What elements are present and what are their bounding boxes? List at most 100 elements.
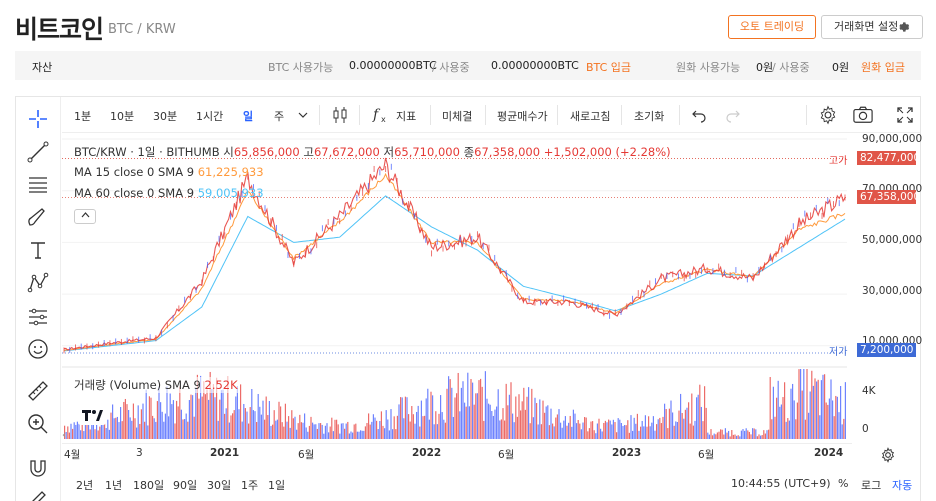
tradingview-logo-icon[interactable] [78, 405, 106, 425]
volume-bar [131, 420, 133, 439]
fullscreen-icon[interactable] [896, 106, 914, 124]
interval-10m[interactable]: 10분 [110, 110, 135, 123]
log-toggle[interactable]: 로그 [861, 479, 882, 492]
close-label: 종 [463, 145, 475, 159]
magnet-icon[interactable] [26, 457, 50, 481]
ma60-value: 59,005,933 [197, 186, 264, 200]
volume-bar [176, 400, 178, 439]
volume-bar [296, 429, 298, 439]
settings-gear-icon[interactable] [818, 105, 838, 125]
volume-bar [668, 408, 670, 439]
clock-display[interactable]: 10:44:55 (UTC+9) [731, 477, 831, 490]
volume-bar [400, 397, 402, 439]
avg-price-button[interactable]: 평균매수가 [497, 110, 548, 123]
volume-bar [364, 426, 366, 439]
time-axis[interactable]: 4월 3 2021 6월 2022 6월 2023 6월 2024 [62, 443, 852, 463]
volume-bar [113, 418, 115, 439]
interval-30m[interactable]: 30분 [153, 110, 178, 123]
volume-bar [401, 397, 403, 439]
emoji-icon[interactable] [26, 337, 50, 361]
interval-1m[interactable]: 1분 [74, 110, 92, 123]
reset-button[interactable]: 초기화 [634, 110, 665, 123]
interval-1w[interactable]: 주 [274, 110, 285, 123]
volume-bar [380, 411, 382, 439]
volume-bar [467, 372, 469, 439]
volume-bar [604, 420, 606, 439]
text-icon[interactable] [26, 238, 50, 262]
volume-bar [163, 421, 165, 439]
vol-tick-label: 0 [862, 423, 869, 435]
volume-bar [124, 398, 126, 439]
volume-bar [502, 408, 504, 439]
zoom-in-icon[interactable] [26, 412, 50, 436]
volume-bar [190, 394, 192, 439]
fib-retracement-icon[interactable] [26, 172, 50, 196]
trend-line-icon[interactable] [26, 140, 50, 164]
volume-bar [747, 430, 749, 439]
volume-bar [507, 405, 509, 439]
toolbar-divider [319, 105, 320, 125]
volume-bar [323, 433, 325, 439]
x-tick-label: 4월 [64, 449, 81, 461]
redo-icon[interactable] [725, 107, 741, 123]
range-1y[interactable]: 1년 [105, 479, 123, 492]
volume-bar [504, 420, 506, 439]
range-2y[interactable]: 2년 [76, 479, 94, 492]
volume-bar [531, 388, 533, 439]
volume-bar [395, 429, 397, 439]
brush-icon[interactable] [26, 205, 50, 229]
volume-bar [153, 418, 155, 439]
volume-bar [196, 374, 198, 439]
volume-bar [572, 409, 574, 439]
volume-bar [497, 389, 499, 439]
volume-bar [160, 402, 162, 439]
percent-toggle[interactable]: % [838, 477, 849, 490]
volume-bar [616, 432, 618, 439]
pencil-lock-icon[interactable] [26, 487, 50, 501]
volume-bar [563, 420, 565, 439]
range-1w[interactable]: 1주 [241, 479, 259, 492]
volume-bar [833, 416, 835, 439]
interval-1d[interactable]: 일 [243, 110, 254, 123]
range-180d[interactable]: 180일 [133, 479, 165, 492]
volume-bar [120, 407, 122, 439]
forecast-icon[interactable] [26, 304, 50, 328]
candlestick-icon[interactable] [330, 105, 350, 125]
ruler-icon[interactable] [26, 379, 50, 403]
volume-bar [496, 406, 498, 439]
volume-bar [350, 431, 352, 439]
undo-icon[interactable] [691, 107, 707, 123]
krw-deposit-link[interactable]: 원화 입금 [861, 61, 905, 74]
volume-bar [510, 382, 512, 439]
price-axis[interactable]: 90,000,000 70,000,000 50,000,000 30,000,… [852, 133, 922, 443]
auto-trading-button[interactable]: 오토 트레이딩 [728, 15, 816, 39]
collapse-legend-button[interactable] [74, 209, 96, 224]
volume-bar [419, 426, 421, 439]
volume-bar [478, 380, 480, 439]
low-value: 65,710,000 [394, 145, 460, 159]
chevron-down-icon[interactable] [298, 110, 308, 120]
scroll-left-indicator[interactable]: ‹ [62, 430, 66, 441]
volume-bar [528, 387, 530, 439]
auto-toggle[interactable]: 자동 [892, 479, 913, 492]
ohlc-legend: BTC/KRW · 1일 · BITHUMB 시65,856,000 고67,6… [74, 144, 671, 160]
interval-1h[interactable]: 1시간 [196, 110, 224, 123]
camera-icon[interactable] [852, 105, 874, 125]
toolbar-divider [359, 105, 360, 125]
crosshair-icon[interactable] [26, 107, 50, 131]
range-90d[interactable]: 90일 [173, 479, 198, 492]
volume-bar [174, 423, 176, 439]
screen-settings-button[interactable]: 거래화면 설정 [821, 15, 923, 39]
volume-bar [272, 424, 274, 439]
range-30d[interactable]: 30일 [207, 479, 232, 492]
volume-bar [371, 421, 373, 439]
range-1d[interactable]: 1일 [268, 479, 286, 492]
indicators-button[interactable]: 지표 [396, 110, 417, 123]
volume-bar [363, 430, 365, 439]
pattern-icon[interactable] [26, 271, 50, 295]
refresh-button[interactable]: 새로고침 [570, 110, 611, 123]
axis-settings-icon[interactable] [880, 447, 896, 463]
btc-deposit-link[interactable]: BTC 입금 [586, 61, 632, 74]
price-chart[interactable] [62, 133, 852, 443]
unfilled-orders-button[interactable]: 미체결 [442, 110, 473, 123]
